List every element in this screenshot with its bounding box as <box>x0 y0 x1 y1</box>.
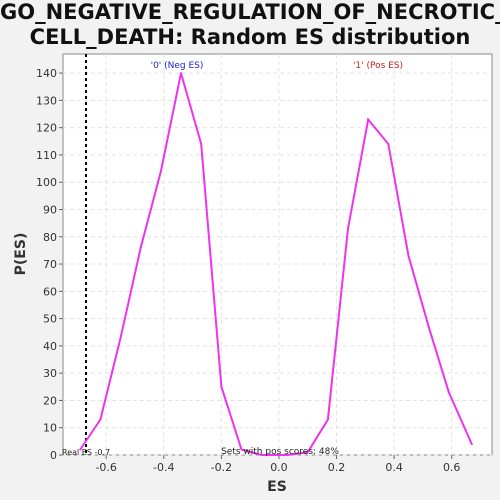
data-point <box>200 143 203 146</box>
data-point <box>470 443 473 446</box>
y-tick-label: 140 <box>36 67 57 80</box>
x-tick-label: -0.4 <box>153 461 174 474</box>
data-point <box>407 254 410 257</box>
x-tick-label: 0.4 <box>385 461 403 474</box>
data-point <box>306 451 309 454</box>
data-point <box>119 336 122 339</box>
data-point <box>180 72 183 75</box>
data-point <box>220 385 223 388</box>
y-tick-label: 130 <box>36 94 57 107</box>
x-axis-ticks: -0.6 -0.4 -0.2 0.0 0.2 0.4 0.6 <box>95 455 460 474</box>
y-tick-label: 60 <box>43 285 57 298</box>
chart-title: GO_NEGATIVE_REGULATION_OF_NECROTIC_ CELL… <box>0 0 500 50</box>
y-tick-label: 50 <box>43 313 57 326</box>
y-tick-label: 20 <box>43 394 57 407</box>
x-tick-label: 0.0 <box>270 461 288 474</box>
data-point <box>240 448 243 451</box>
data-point <box>387 143 390 146</box>
y-tick-label: 70 <box>43 258 57 271</box>
y-tick-label: 120 <box>36 122 57 135</box>
chart-title-line-2: CELL_DEATH: Random ES distribution <box>29 25 471 49</box>
grid-lines <box>63 54 492 456</box>
x-tick-label: -0.2 <box>211 461 232 474</box>
es-distribution-line <box>79 72 473 456</box>
data-point <box>427 325 430 328</box>
x-tick-label: 0.2 <box>328 461 346 474</box>
y-tick-label: 100 <box>36 176 57 189</box>
es-distribution-points <box>79 72 473 456</box>
neg-es-label: '0' (Neg ES) <box>151 61 204 71</box>
y-tick-label: 110 <box>36 149 57 162</box>
x-axis-label: ES <box>267 479 287 495</box>
data-point <box>159 170 162 173</box>
data-point <box>447 391 450 394</box>
data-point <box>79 448 82 451</box>
pos-scores-label: Sets with pos scores: 48% <box>221 447 339 457</box>
y-tick-label: 30 <box>43 367 57 380</box>
chart-title-line-1: GO_NEGATIVE_REGULATION_OF_NECROTIC_ <box>0 0 500 24</box>
y-tick-label: 90 <box>43 203 57 216</box>
data-point <box>260 454 263 456</box>
pos-es-label: '1' (Pos ES) <box>353 61 403 71</box>
y-tick-label: 80 <box>43 231 57 244</box>
data-point <box>286 454 289 456</box>
plot-area <box>62 53 493 456</box>
data-point <box>347 227 350 230</box>
x-tick-label: -0.6 <box>95 461 116 474</box>
y-axis-label: P(ES) <box>13 233 29 276</box>
data-point <box>367 118 370 121</box>
real-es-label: Real ES -0.7 <box>62 448 110 457</box>
y-tick-label: 40 <box>43 340 57 353</box>
data-point <box>99 418 102 421</box>
y-axis-ticks: 0 10 20 30 40 50 60 70 80 90 100 110 120 130 140 <box>36 67 63 462</box>
y-tick-label: 0 <box>50 449 57 462</box>
y-tick-label: 10 <box>43 422 57 435</box>
data-point <box>139 246 142 249</box>
x-tick-label: 0.6 <box>443 461 461 474</box>
data-point <box>326 418 329 421</box>
